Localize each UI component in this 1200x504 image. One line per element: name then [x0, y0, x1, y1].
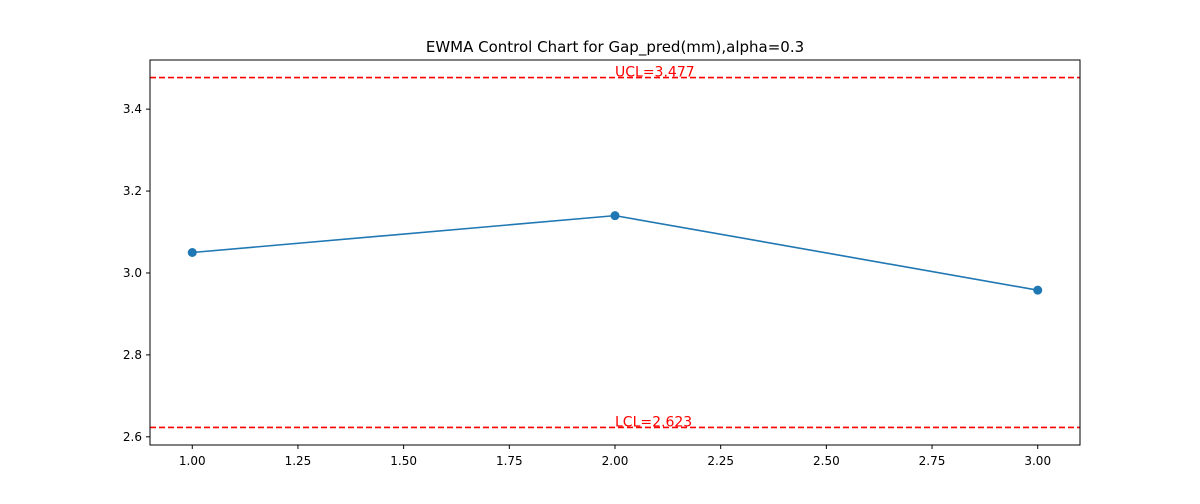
x-tick-label: 2.25	[707, 454, 734, 468]
x-tick-label: 2.75	[919, 454, 946, 468]
x-tick-label: 1.75	[496, 454, 523, 468]
data-point	[187, 248, 197, 257]
x-tick-label: 1.25	[285, 454, 312, 468]
x-tick-label: 3.00	[1024, 454, 1051, 468]
data-series	[187, 211, 1043, 295]
chart-title: EWMA Control Chart for Gap_pred(mm),alph…	[426, 38, 804, 57]
plot-area-frame	[149, 59, 1081, 446]
x-tick-label: 2.00	[602, 454, 629, 468]
control-limits: UCL=3.477 LCL=2.623	[150, 65, 1080, 430]
ucl-label: UCL=3.477	[615, 65, 695, 81]
x-tick-label: 1.50	[390, 454, 417, 468]
y-tick-label: 2.8	[123, 348, 142, 362]
data-point	[1033, 285, 1043, 295]
x-tick-label: 1.00	[179, 454, 206, 468]
x-tick-label: 2.50	[813, 454, 840, 468]
lcl-label: LCL=2.623	[615, 414, 692, 430]
y-tick-label: 3.2	[123, 184, 142, 198]
y-tick-label: 3.4	[123, 102, 142, 116]
y-axis: 2.6 2.8 3.0 3.2 3.4	[123, 102, 150, 444]
y-tick-label: 3.0	[123, 266, 142, 280]
data-point	[610, 211, 620, 221]
x-axis: 1.00 1.25 1.50 1.75 2.00 2.25 2.50 2.75 3.00	[179, 445, 1051, 468]
y-tick-label: 2.6	[123, 430, 142, 444]
